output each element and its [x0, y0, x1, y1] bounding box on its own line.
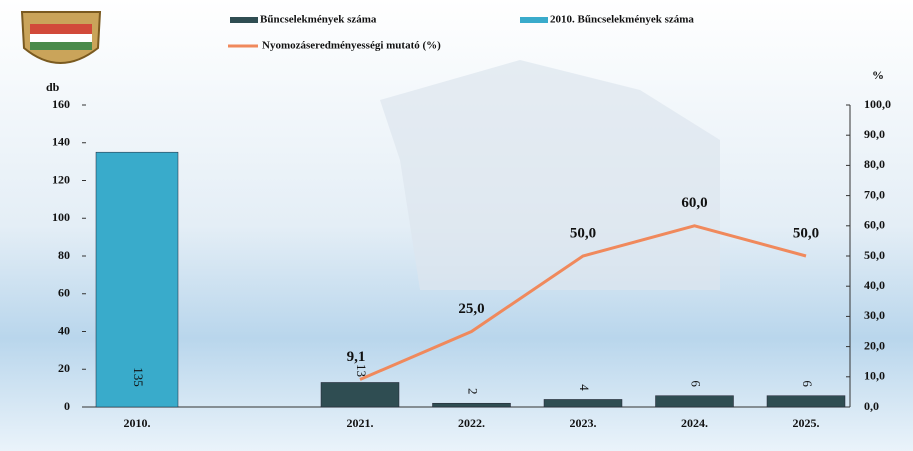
y-tick-label: 60 — [58, 286, 70, 300]
y-tick-label: 20 — [58, 361, 70, 375]
y-tick-label: 160 — [52, 97, 70, 111]
y2-tick-label: 10,0 — [864, 369, 885, 383]
line-value-label: 9,1 — [347, 349, 366, 365]
line-value-label: 50,0 — [570, 225, 596, 241]
bar — [656, 396, 734, 407]
x-tick-label: 2024. — [681, 416, 708, 430]
chart: db % 0 20 40 60 80 100 120 140 160 0,0 10,0 20,0 30,… — [0, 0, 913, 451]
x-tick-label: 2025. — [793, 416, 820, 430]
line-value-label: 60,0 — [681, 195, 707, 211]
y-axis-label: db — [46, 80, 60, 94]
line-value-label: 50,0 — [793, 225, 819, 241]
y2-tick-label: 90,0 — [864, 127, 885, 141]
x-tick-label: 2010. — [124, 416, 151, 430]
y-tick-label: 140 — [52, 135, 70, 149]
legend-label: Nyomozáseredményességi mutató (%) — [262, 40, 441, 52]
legend-swatch — [520, 17, 548, 23]
y2-axis-label: % — [872, 68, 884, 82]
bar — [767, 396, 845, 407]
y2-tick-label: 0,0 — [864, 399, 879, 413]
line-value-label: 25,0 — [458, 301, 484, 317]
y2-tick-label: 40,0 — [864, 278, 885, 292]
bar-value-label: 6 — [800, 380, 815, 387]
x-tick-label: 2023. — [570, 416, 597, 430]
y-tick-label: 0 — [64, 399, 70, 413]
y2-tick-label: 50,0 — [864, 248, 885, 262]
y2-tick-label: 70,0 — [864, 187, 885, 201]
legend-swatch — [230, 17, 258, 23]
logo — [22, 12, 100, 63]
legend-label: 2010. Bűncselekmények száma — [550, 14, 694, 26]
y2-tick-label: 30,0 — [864, 308, 885, 322]
bar — [321, 382, 399, 407]
y-tick-label: 100 — [52, 210, 70, 224]
y-tick-label: 80 — [58, 248, 70, 262]
x-tick-label: 2021. — [347, 416, 374, 430]
y2-tick-label: 80,0 — [864, 157, 885, 171]
y2-tick-label: 100,0 — [864, 97, 891, 111]
y2-tick-label: 20,0 — [864, 338, 885, 352]
bar — [433, 403, 511, 407]
bar — [544, 399, 622, 407]
y-tick-label: 40 — [58, 323, 70, 337]
y2-tick-label: 60,0 — [864, 218, 885, 232]
bar-value-label: 4 — [577, 384, 592, 391]
page: {"chart_data": {"type": "bar-line", "y_l… — [0, 0, 913, 451]
x-tick-label: 2022. — [458, 416, 485, 430]
bar-value-label: 2 — [466, 388, 481, 395]
bar-value-label: 6 — [689, 380, 704, 387]
legend-label: Bűncselekmények száma — [260, 14, 377, 26]
bar-value-label: 135 — [131, 367, 146, 387]
y-tick-label: 120 — [52, 172, 70, 186]
